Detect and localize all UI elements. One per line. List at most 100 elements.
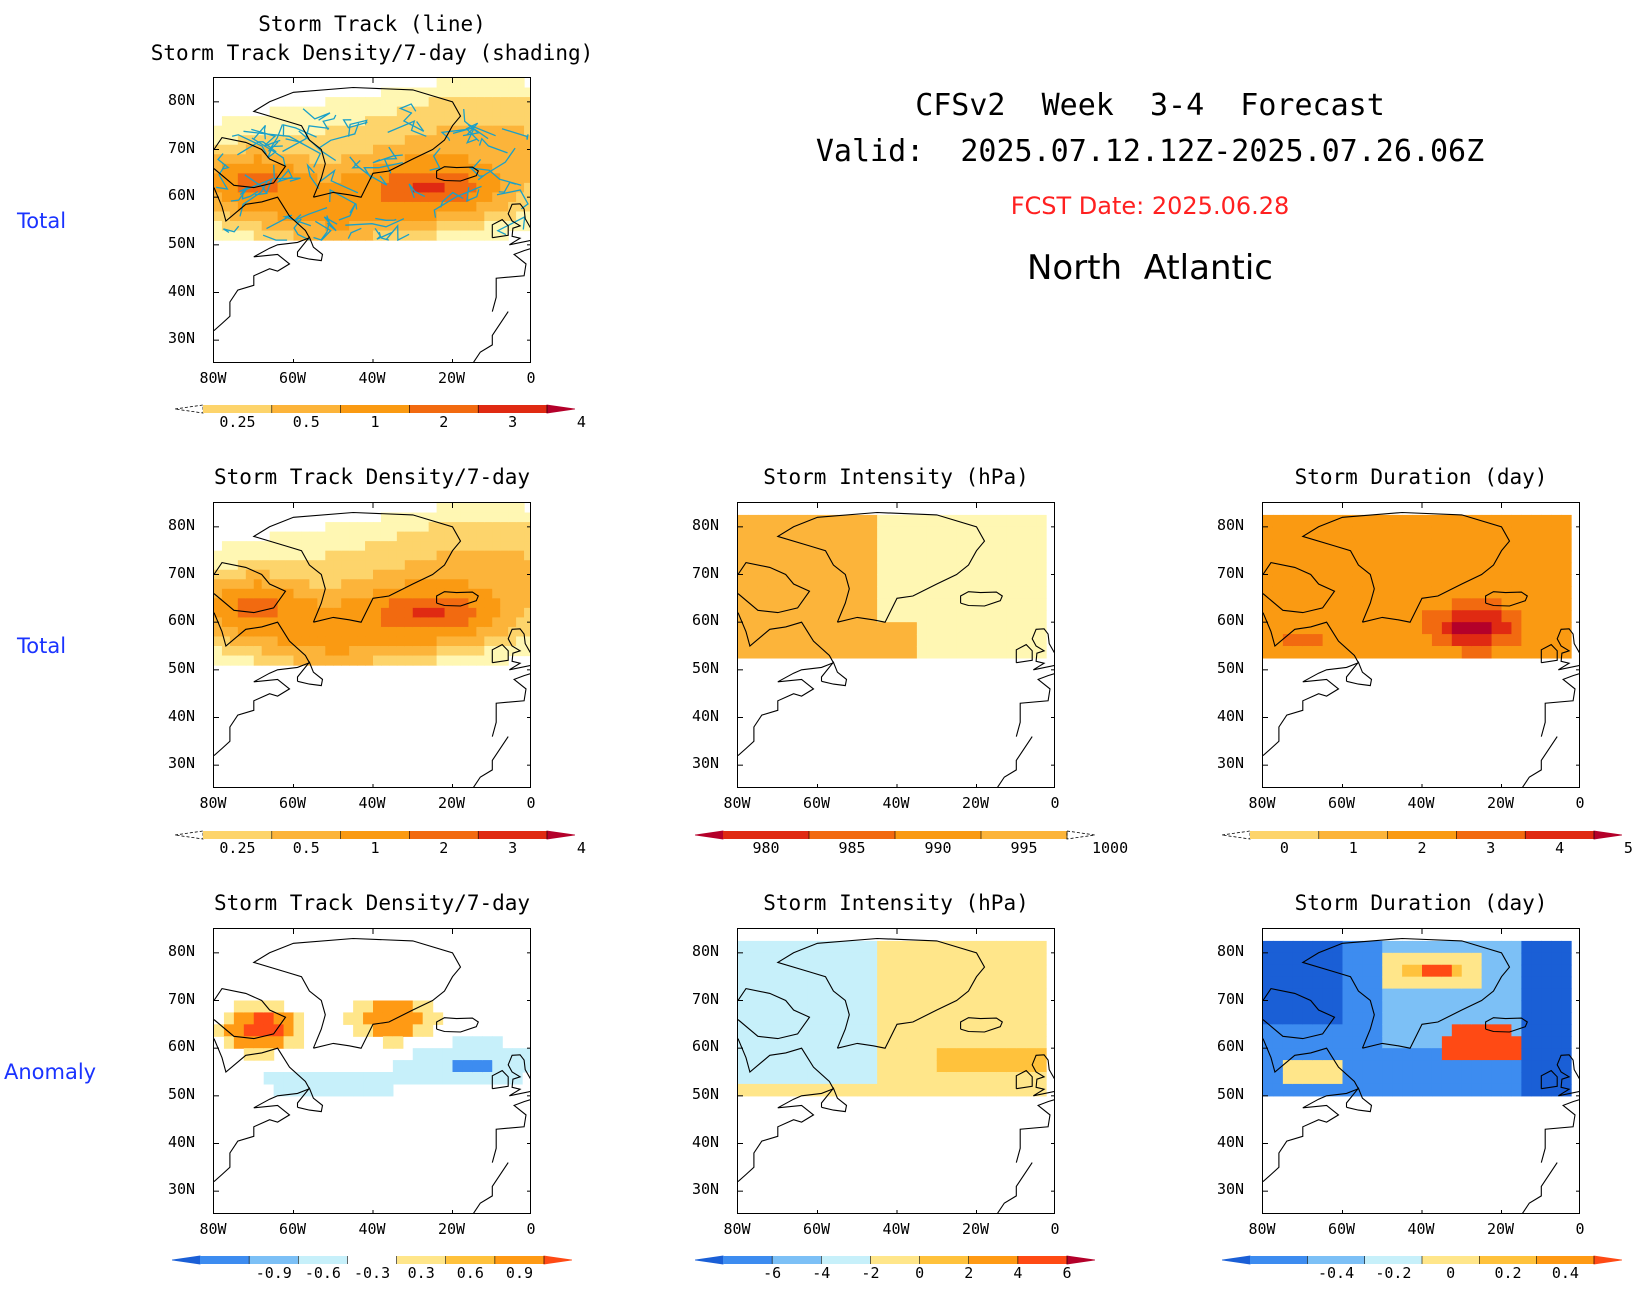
colorbar-label: 1 bbox=[370, 413, 380, 431]
map-canvas bbox=[738, 929, 1054, 1213]
lon-tick-label: 20W bbox=[1487, 1220, 1515, 1238]
panel-title: Storm Intensity (hPa) bbox=[763, 891, 1029, 915]
lat-tick-label: 80N bbox=[692, 941, 720, 960]
colorbar-label: 2 bbox=[439, 413, 449, 431]
colorbar-label: 1 bbox=[370, 839, 380, 857]
panel-title: Storm Track Density/7-day bbox=[213, 465, 531, 489]
colorbar-label: 2 bbox=[439, 839, 449, 857]
colorbar-label: 6 bbox=[1062, 1264, 1072, 1282]
lat-tick-label: 80N bbox=[168, 90, 196, 109]
colorbar bbox=[694, 1255, 1096, 1285]
lon-tick-label: 60W bbox=[1328, 1220, 1356, 1238]
lat-tick-label: 70N bbox=[168, 989, 196, 1008]
colorbar-label: 1000 bbox=[1092, 839, 1129, 857]
lat-tick-label: 80N bbox=[1217, 515, 1245, 534]
colorbar-label: 3 bbox=[508, 839, 518, 857]
lat-tick-label: 60N bbox=[1217, 1037, 1245, 1056]
lat-tick-label: 30N bbox=[168, 329, 196, 348]
colorbar-label: 985 bbox=[838, 839, 866, 857]
lon-tick-label: 0 bbox=[1050, 1220, 1060, 1238]
lat-tick-label: 70N bbox=[168, 563, 196, 582]
colorbar-label: 3 bbox=[1486, 839, 1496, 857]
lon-tick-label: 60W bbox=[279, 794, 307, 812]
lat-tick-label: 70N bbox=[692, 563, 720, 582]
colorbar-label: 0 bbox=[915, 1264, 925, 1282]
map-canvas bbox=[214, 503, 530, 787]
colorbar-canvas bbox=[171, 1255, 573, 1265]
lat-tick-label: 40N bbox=[168, 706, 196, 725]
lat-tick-label: 40N bbox=[1217, 1132, 1245, 1151]
lon-tick-label: 80W bbox=[199, 1220, 227, 1238]
lat-tick-label: 50N bbox=[168, 1084, 196, 1103]
colorbar-canvas bbox=[174, 830, 576, 840]
map-canvas bbox=[738, 503, 1054, 787]
panel-title: Storm Duration (day) bbox=[1294, 891, 1548, 915]
lat-tick-label: 50N bbox=[168, 233, 196, 252]
lon-tick-label: 60W bbox=[279, 369, 307, 387]
colorbar-label: 5 bbox=[1623, 839, 1633, 857]
colorbar-label: 1 bbox=[1348, 839, 1358, 857]
panel-title: Storm Track (line) Storm Track Density/7… bbox=[150, 12, 594, 65]
lat-tick-label: 50N bbox=[1217, 658, 1245, 677]
map-canvas bbox=[1263, 503, 1579, 787]
colorbar-label: 0.2 bbox=[1494, 1264, 1522, 1282]
map-panel-density bbox=[213, 77, 531, 363]
map-panel-intensity bbox=[737, 502, 1055, 788]
colorbar-label: 0.4 bbox=[1551, 1264, 1579, 1282]
lat-tick-label: 80N bbox=[168, 515, 196, 534]
lon-tick-label: 40W bbox=[358, 1220, 386, 1238]
map-canvas bbox=[214, 78, 530, 362]
colorbar-label: 0.6 bbox=[456, 1264, 484, 1282]
row-label-bottom: Anomaly bbox=[4, 1060, 97, 1084]
colorbar-label: 980 bbox=[752, 839, 780, 857]
colorbar-label: -4 bbox=[812, 1264, 831, 1282]
colorbar-label: 3 bbox=[508, 413, 518, 431]
lon-tick-label: 80W bbox=[199, 369, 227, 387]
lat-tick-label: 60N bbox=[168, 611, 196, 630]
valid-period: Valid: 2025.07.12.12Z-2025.07.26.06Z bbox=[815, 134, 1485, 169]
panel-title: Storm Duration (day) bbox=[1294, 465, 1548, 489]
region-name: North Atlantic bbox=[1026, 248, 1273, 288]
colorbar-label: -0.9 bbox=[255, 1264, 292, 1282]
colorbar bbox=[1221, 830, 1623, 860]
lon-tick-label: 80W bbox=[723, 794, 751, 812]
lon-tick-label: 60W bbox=[279, 1220, 307, 1238]
colorbar bbox=[694, 830, 1096, 860]
colorbar-label: 4 bbox=[576, 413, 586, 431]
colorbar-label: 0.25 bbox=[219, 839, 256, 857]
lat-tick-label: 30N bbox=[1217, 754, 1245, 773]
lon-tick-label: 20W bbox=[1487, 794, 1515, 812]
colorbar bbox=[1221, 1255, 1623, 1285]
lat-tick-label: 50N bbox=[692, 1084, 720, 1103]
lat-tick-label: 30N bbox=[168, 1180, 196, 1199]
colorbar-label: -0.4 bbox=[1318, 1264, 1355, 1282]
colorbar-label: -0.3 bbox=[354, 1264, 391, 1282]
lat-tick-label: 70N bbox=[692, 989, 720, 1008]
lat-tick-label: 50N bbox=[1217, 1084, 1245, 1103]
row-label-middle: Total bbox=[17, 634, 67, 658]
colorbar-canvas bbox=[1221, 1255, 1623, 1265]
lat-tick-label: 60N bbox=[168, 1037, 196, 1056]
colorbar-label: 995 bbox=[1010, 839, 1038, 857]
lat-tick-label: 70N bbox=[1217, 563, 1245, 582]
colorbar bbox=[174, 830, 576, 860]
lat-tick-label: 60N bbox=[168, 186, 196, 205]
lon-tick-label: 20W bbox=[438, 1220, 466, 1238]
lat-tick-label: 60N bbox=[1217, 611, 1245, 630]
map-canvas bbox=[1263, 929, 1579, 1213]
lat-tick-label: 80N bbox=[692, 515, 720, 534]
map-panel-duration bbox=[1262, 502, 1580, 788]
lon-tick-label: 40W bbox=[882, 794, 910, 812]
forecast-date: FCST Date: 2025.06.28 bbox=[1010, 192, 1290, 220]
lat-tick-label: 40N bbox=[692, 706, 720, 725]
colorbar-label: -0.6 bbox=[304, 1264, 341, 1282]
lat-tick-label: 40N bbox=[168, 1132, 196, 1151]
colorbar-label: 0.5 bbox=[292, 839, 320, 857]
colorbar-label: 0.25 bbox=[219, 413, 256, 431]
lon-tick-label: 0 bbox=[526, 1220, 536, 1238]
colorbar-label: 0.3 bbox=[407, 1264, 435, 1282]
lat-tick-label: 70N bbox=[1217, 989, 1245, 1008]
colorbar-canvas bbox=[174, 404, 576, 414]
lon-tick-label: 80W bbox=[199, 794, 227, 812]
colorbar-label: 0.9 bbox=[505, 1264, 534, 1282]
